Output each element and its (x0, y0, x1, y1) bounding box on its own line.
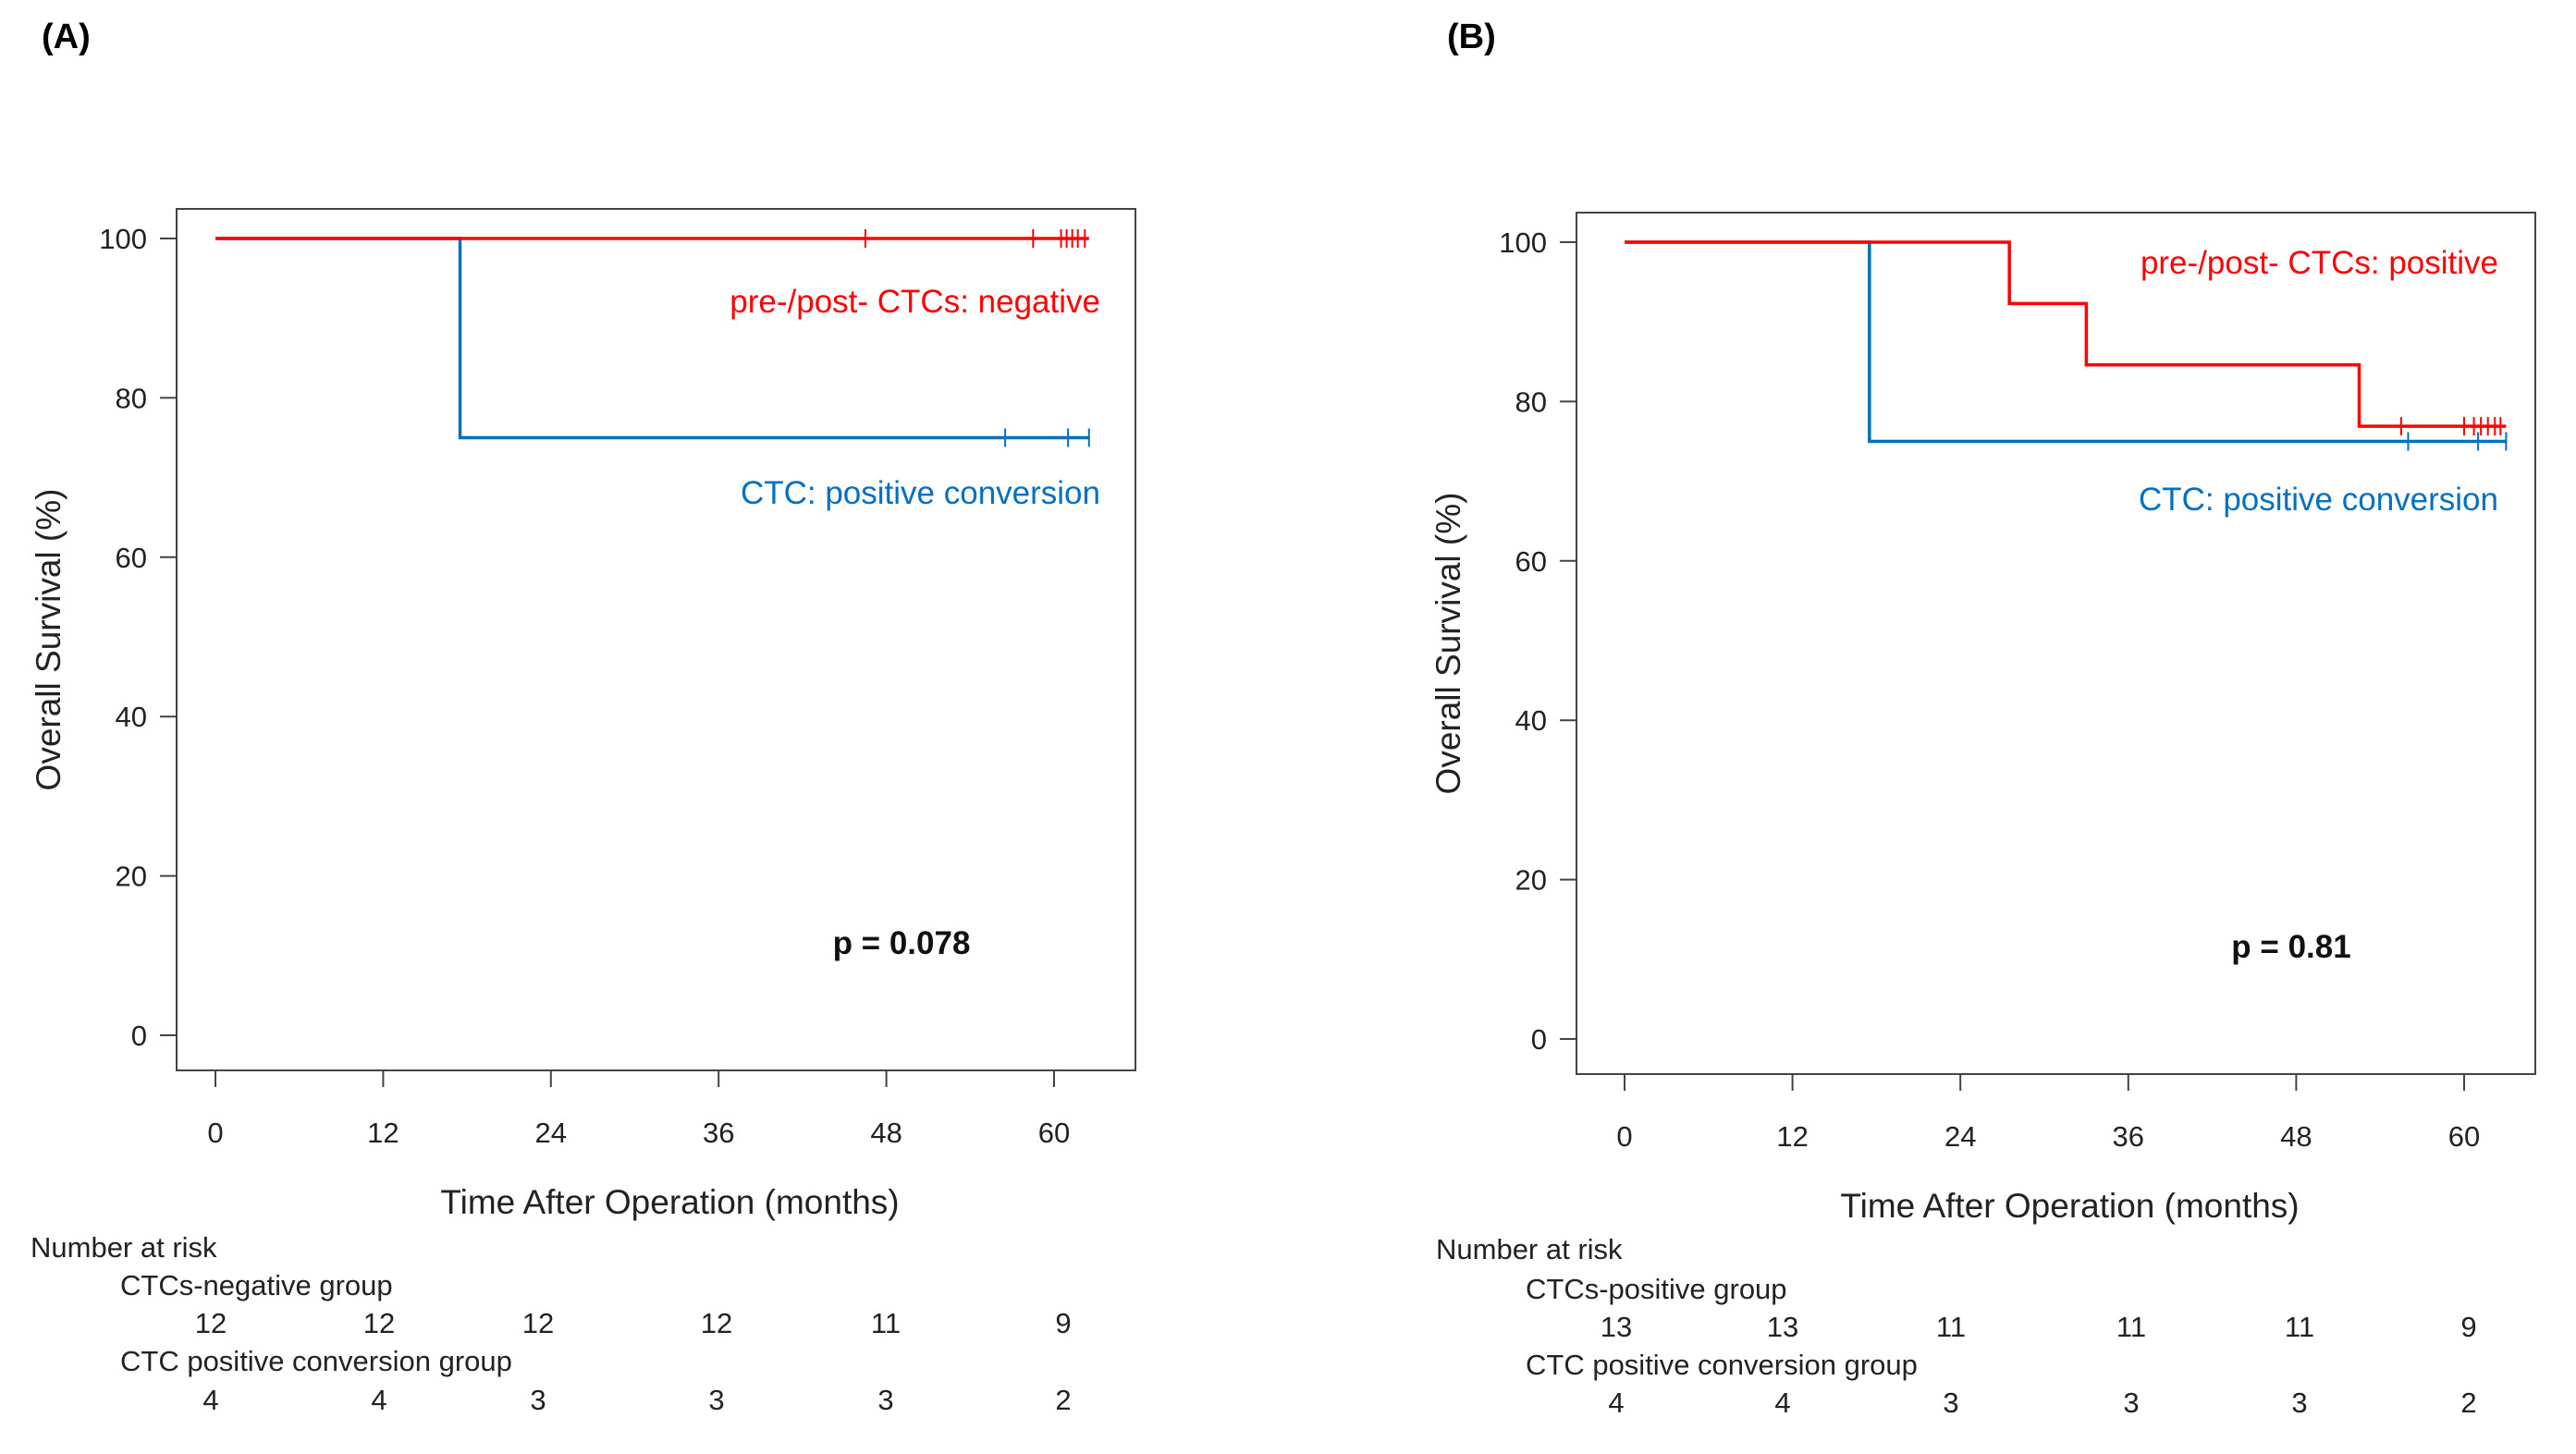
risk-count: 4 (1608, 1387, 1624, 1419)
risk-count: 13 (1601, 1311, 1632, 1343)
x-tick-label: 0 (1616, 1120, 1632, 1153)
risk-count: 12 (363, 1307, 395, 1339)
x-tick-label: 36 (2113, 1120, 2144, 1153)
x-tick-label: 0 (207, 1117, 223, 1149)
risk-group-name: CTC positive conversion group (1526, 1349, 1918, 1381)
plot-frame (176, 208, 1136, 1071)
risk-count: 4 (371, 1384, 386, 1416)
x-tick-label: 12 (1776, 1120, 1808, 1153)
plot-frame (1576, 212, 2536, 1075)
risk-group-name: CTCs-positive group (1526, 1273, 1787, 1305)
y-axis-label: Overall Survival (%) (30, 489, 67, 791)
series-line-red (1625, 240, 2507, 428)
risk-count: 2 (1055, 1384, 1071, 1416)
risk-group-name: CTC positive conversion group (120, 1345, 512, 1377)
risk-table-title: Number at risk (31, 1231, 217, 1264)
y-tick-label: 20 (1515, 864, 1547, 897)
y-tick-label: 100 (1499, 226, 1547, 259)
legend-label-red: pre-/post- CTCs: negative (730, 284, 1100, 320)
x-tick-label: 12 (367, 1117, 399, 1149)
y-tick-label: 60 (1515, 545, 1547, 578)
y-axis-label: Overall Survival (%) (1429, 493, 1467, 795)
legend-label-red: pre-/post- CTCs: positive (2141, 245, 2498, 281)
y-tick-label: 80 (1515, 385, 1547, 418)
x-axis-label: Time After Operation (months) (1840, 1187, 2299, 1225)
risk-count: 12 (522, 1307, 554, 1339)
y-tick-label: 100 (99, 223, 147, 255)
risk-count: 11 (2285, 1311, 2314, 1343)
risk-count: 12 (195, 1307, 227, 1339)
x-axis-label: Time After Operation (months) (440, 1183, 899, 1221)
risk-count: 11 (871, 1307, 901, 1339)
y-tick-label: 40 (116, 701, 147, 733)
y-tick-label: 0 (1531, 1023, 1547, 1056)
p-value: p = 0.81 (2231, 929, 2350, 965)
y-tick-label: 80 (116, 382, 147, 414)
p-value: p = 0.078 (833, 925, 971, 961)
y-tick-label: 0 (131, 1020, 147, 1052)
risk-count: 9 (2460, 1311, 2476, 1343)
series-line-blue (215, 237, 1089, 440)
x-tick-label: 24 (1944, 1120, 1976, 1153)
x-tick-label: 48 (2280, 1120, 2312, 1153)
risk-count: 13 (1767, 1311, 1798, 1343)
risk-table-title: Number at risk (1436, 1233, 1623, 1265)
risk-count: 3 (530, 1384, 546, 1416)
panel-label: (A) (42, 18, 91, 56)
y-tick-label: 40 (1515, 704, 1547, 737)
risk-count: 11 (1936, 1311, 1966, 1343)
risk-count: 3 (2123, 1387, 2139, 1419)
risk-count: 4 (202, 1384, 218, 1416)
risk-count: 12 (701, 1307, 732, 1339)
risk-count: 2 (2460, 1387, 2476, 1419)
x-tick-label: 36 (703, 1117, 734, 1149)
y-tick-label: 20 (116, 861, 147, 893)
x-tick-label: 60 (1038, 1117, 1070, 1149)
y-tick-label: 60 (116, 542, 147, 574)
legend-label-blue: CTC: positive conversion (2139, 482, 2498, 518)
x-tick-label: 60 (2448, 1120, 2480, 1153)
x-tick-label: 48 (870, 1117, 902, 1149)
risk-count: 3 (877, 1384, 893, 1416)
risk-count: 11 (2116, 1311, 2146, 1343)
risk-count: 3 (708, 1384, 724, 1416)
risk-count: 4 (1774, 1387, 1790, 1419)
x-tick-label: 24 (535, 1117, 567, 1149)
legend-label-blue: CTC: positive conversion (741, 475, 1100, 511)
risk-count: 9 (1055, 1307, 1071, 1339)
risk-count: 3 (1943, 1387, 1958, 1419)
risk-group-name: CTCs-negative group (120, 1269, 393, 1301)
panel-label: (B) (1447, 18, 1496, 56)
risk-count: 3 (2291, 1387, 2307, 1419)
